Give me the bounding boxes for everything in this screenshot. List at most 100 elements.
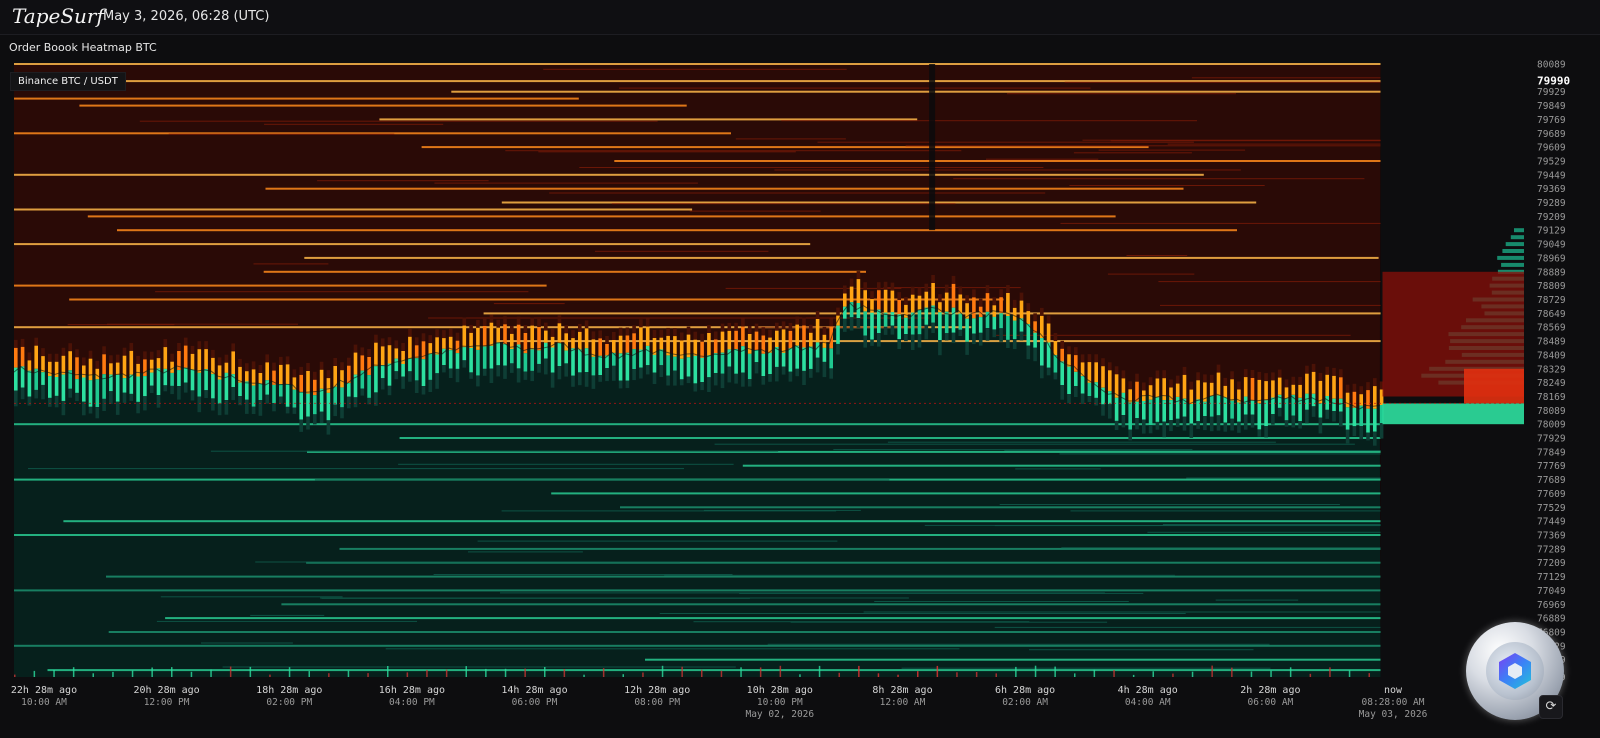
volume-tick — [504, 668, 507, 677]
volume-tick — [72, 667, 75, 677]
bid-band-cell — [82, 377, 86, 402]
ask-order-line — [505, 150, 962, 152]
bid-order-line — [1061, 547, 1381, 549]
bid-band-edge — [245, 399, 249, 414]
ask-band-cell — [550, 336, 555, 348]
ask-order-line — [155, 291, 529, 293]
ask-wall-line — [69, 298, 1004, 301]
bid-band-edge — [645, 365, 650, 375]
ask-band-edge — [313, 371, 317, 380]
ask-band-edge — [367, 349, 371, 357]
bid-band-cell — [1325, 396, 1329, 410]
ask-order-line — [253, 263, 329, 265]
bid-band-cell — [326, 392, 331, 421]
bid-band-edge — [1046, 367, 1051, 376]
volume-tick — [897, 674, 899, 677]
refresh-button[interactable]: ⟳ — [1539, 695, 1563, 719]
x-tick-label-bottom: 12:00 PM — [144, 697, 190, 708]
ask-band-edge — [1352, 383, 1357, 392]
ask-order-line — [543, 68, 847, 70]
y-tick-label: 76969 — [1537, 600, 1566, 611]
bid-band-edge — [741, 372, 745, 387]
bid-band-cell — [618, 353, 623, 381]
volume-tick — [1231, 667, 1233, 677]
y-tick-label: 78969 — [1537, 253, 1566, 264]
bid-band-edge — [109, 391, 113, 404]
ask-band-cell — [890, 290, 895, 313]
ask-band-cell — [1305, 373, 1309, 394]
ask-order-line — [538, 151, 796, 153]
bid-order-line — [28, 468, 684, 470]
ask-band-edge — [904, 296, 908, 305]
ask-band-edge — [245, 363, 249, 372]
bid-band-edge — [598, 375, 602, 382]
volume-tick — [1152, 671, 1154, 677]
bid-band-edge — [829, 368, 833, 379]
ask-band-cell — [136, 363, 140, 377]
ask-band-edge — [564, 325, 568, 334]
bid-band-edge — [75, 392, 79, 402]
volume-tick — [1348, 670, 1351, 677]
bid-band-edge — [238, 396, 242, 406]
x-tick-label-top: 22h 28m ago — [11, 685, 77, 696]
ask-band-cell — [1114, 374, 1119, 398]
ask-band-edge — [1006, 285, 1010, 293]
ask-wall-line — [29, 80, 1381, 83]
ask-wall-line — [117, 229, 1237, 232]
ask-band-cell — [1175, 383, 1180, 397]
bid-band-edge — [958, 329, 963, 336]
bid-band-edge — [836, 344, 840, 355]
ask-band-edge — [985, 285, 990, 294]
volume-tick — [818, 665, 821, 677]
bid-band-edge — [20, 387, 25, 400]
ask-band-cell — [1046, 323, 1051, 343]
ask-band-cell — [673, 336, 677, 357]
bid-band-edge — [1182, 416, 1187, 431]
bid-band-cell — [910, 312, 915, 335]
bid-band-cell — [68, 370, 72, 389]
bid-band-cell — [1339, 398, 1343, 412]
app-logo[interactable]: TapeSurf — [12, 4, 104, 28]
ask-band-edge — [1237, 381, 1241, 390]
ask-band-cell — [401, 351, 405, 364]
bid-band-edge — [1101, 404, 1105, 416]
ask-band-edge — [917, 287, 922, 296]
bid-band-edge — [401, 376, 405, 389]
bid-band-edge — [1291, 415, 1296, 428]
bid-order-line — [250, 614, 325, 616]
bid-band-cell — [129, 374, 134, 394]
ask-band-edge — [822, 326, 827, 335]
bid-band-cell — [978, 317, 983, 333]
y-tick-label: 77929 — [1537, 434, 1566, 445]
ask-band-edge — [1332, 367, 1336, 376]
bid-band-cell — [1142, 401, 1146, 420]
ask-band-edge — [258, 365, 263, 373]
ask-band-edge — [1101, 358, 1105, 367]
ask-order-line — [1126, 255, 1188, 256]
bid-band-cell — [183, 367, 188, 383]
bid-band-cell — [231, 374, 235, 388]
ask-band-edge — [591, 331, 596, 340]
profile-ask-bar — [1497, 269, 1524, 274]
bid-order-line — [887, 441, 1276, 443]
volume-tick — [1309, 673, 1312, 677]
ask-band-edge — [910, 286, 915, 295]
ask-band-cell — [1196, 380, 1200, 400]
x-tick-label-top: 6h 28m ago — [995, 685, 1055, 696]
bid-band-edge — [27, 396, 32, 406]
ask-band-cell — [347, 365, 351, 384]
bid-band-cell — [652, 354, 657, 373]
bid-band-cell — [1189, 404, 1194, 424]
ask-band-edge — [883, 281, 888, 290]
bid-band-cell — [775, 347, 779, 367]
bid-band-edge — [442, 365, 446, 373]
ask-band-cell — [1135, 381, 1139, 402]
ask-band-edge — [992, 297, 997, 306]
ask-band-cell — [761, 335, 766, 354]
ask-band-cell — [1148, 385, 1153, 400]
volume-tick — [642, 672, 644, 677]
bid-band-edge — [510, 363, 514, 373]
ask-wall-line — [14, 208, 693, 211]
ask-band-edge — [544, 322, 548, 331]
